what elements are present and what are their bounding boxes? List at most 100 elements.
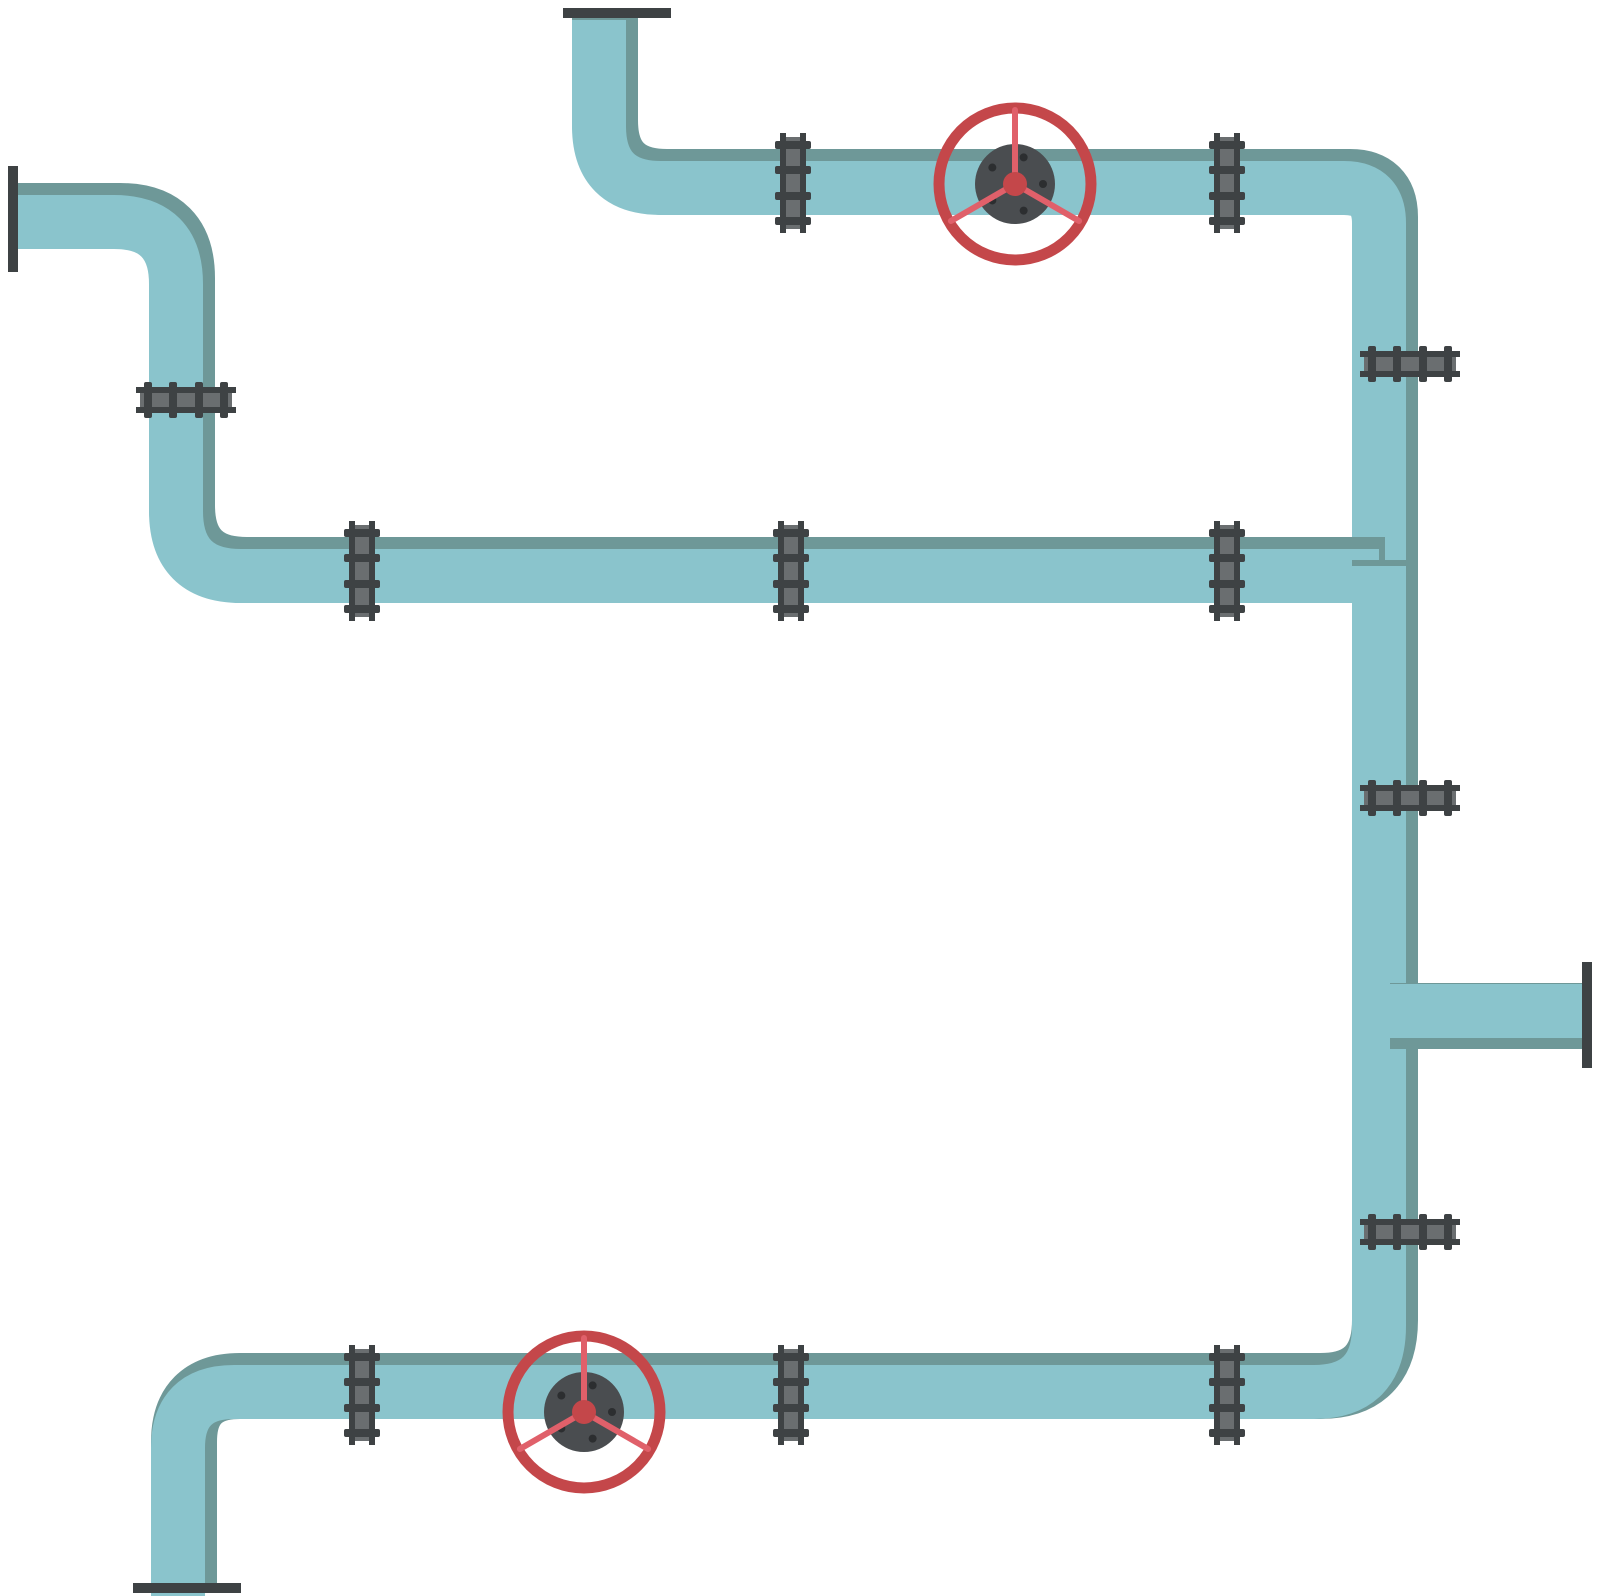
flange-plate — [1360, 1219, 1460, 1225]
flange-bolt — [1393, 1214, 1401, 1250]
flange-bolt — [1209, 1378, 1245, 1386]
flange-bolt — [220, 382, 228, 418]
valve-hub-bolt — [1039, 180, 1047, 188]
flange-bolt — [1209, 580, 1245, 588]
valve-hub-bolt — [988, 163, 997, 172]
flange-plate — [1234, 133, 1240, 233]
flange-bolt — [144, 382, 152, 418]
flange-joint — [1360, 1214, 1460, 1250]
flange-bolt — [773, 554, 809, 562]
flange-joint — [1360, 780, 1460, 816]
flange-bolt — [1209, 1429, 1245, 1437]
flange-plate — [136, 387, 236, 393]
flange-bolt — [1419, 780, 1427, 816]
valve-hub-bolt — [1019, 153, 1028, 162]
flange-joint — [775, 133, 811, 233]
flange-bolt — [1368, 1214, 1376, 1250]
flange-bolt — [775, 166, 811, 174]
flange-plate — [1234, 1345, 1240, 1445]
valve-hub-bolt — [588, 1434, 597, 1443]
flange-joint — [1209, 521, 1245, 621]
flange-bolt — [344, 529, 380, 537]
flange-joint — [1209, 1345, 1245, 1445]
flange-bolt — [775, 217, 811, 225]
flange-gasket — [140, 393, 232, 407]
flange-bolt — [1209, 166, 1245, 174]
flange-bolt — [1209, 141, 1245, 149]
flange-bolt — [1368, 346, 1376, 382]
end-cap-left — [8, 166, 18, 272]
flange-plate — [1234, 521, 1240, 621]
flange-bolt — [1209, 529, 1245, 537]
flange-bolt — [1209, 217, 1245, 225]
flange-bolt — [775, 192, 811, 200]
flange-gasket — [1364, 357, 1456, 371]
flange-bolt — [1209, 1404, 1245, 1412]
flange-plate — [1214, 521, 1220, 621]
flange-joint — [1209, 133, 1245, 233]
flange-plate — [800, 133, 806, 233]
flange-plate — [369, 521, 375, 621]
flange-gasket — [1220, 1349, 1234, 1441]
end-cap-bottom — [133, 1583, 241, 1593]
valve-hub-bolt — [608, 1408, 616, 1416]
flange-plate — [780, 133, 786, 233]
flange-plate — [1360, 785, 1460, 791]
flange-plate — [798, 521, 804, 621]
flange-bolt — [1419, 1214, 1427, 1250]
flange-bolt — [344, 1404, 380, 1412]
valve-spoke — [581, 1409, 652, 1452]
flange-plate — [136, 407, 236, 413]
flange-plate — [778, 521, 784, 621]
flange-bolt — [1419, 346, 1427, 382]
valve-bottom — [502, 1330, 666, 1494]
flange-plate — [1214, 133, 1220, 233]
valve-spoke — [1012, 181, 1083, 224]
flange-bolt — [344, 554, 380, 562]
flange-bolt — [1209, 192, 1245, 200]
flange-plate — [778, 1345, 784, 1445]
flange-bolt — [344, 1353, 380, 1361]
valve-hub-bolt — [588, 1381, 597, 1390]
flange-joint — [136, 382, 236, 418]
valve-spoke — [516, 1409, 587, 1452]
flange-bolt — [773, 1404, 809, 1412]
flange-bolt — [773, 580, 809, 588]
flange-bolt — [1368, 780, 1376, 816]
flange-plate — [1360, 371, 1460, 377]
flange-gasket — [355, 1349, 369, 1441]
flange-bolt — [344, 580, 380, 588]
pipe-main-return-body — [151, 566, 1406, 1596]
flange-plate — [369, 1345, 375, 1445]
flange-joint — [344, 1345, 380, 1445]
valve-hub-bolt — [1019, 206, 1028, 215]
flange-joint — [773, 1345, 809, 1445]
pipe-top-run — [572, 14, 1418, 566]
flange-bolt — [773, 1429, 809, 1437]
flange-plate — [1360, 1239, 1460, 1245]
flange-bolt — [1444, 1214, 1452, 1250]
flange-gasket — [1364, 1225, 1456, 1239]
flange-bolt — [1444, 780, 1452, 816]
flange-bolt — [344, 1429, 380, 1437]
flange-joint — [773, 521, 809, 621]
flange-bolt — [773, 1353, 809, 1361]
end-cap-top — [563, 8, 671, 18]
flange-gasket — [784, 1349, 798, 1441]
flange-plate — [798, 1345, 804, 1445]
flange-bolt — [1393, 346, 1401, 382]
flange-gasket — [786, 137, 800, 229]
flange-bolt — [773, 605, 809, 613]
flange-plate — [1360, 351, 1460, 357]
flange-plate — [349, 1345, 355, 1445]
flange-bolt — [195, 382, 203, 418]
flange-bolt — [1444, 346, 1452, 382]
flange-bolt — [773, 1378, 809, 1386]
flange-bolt — [1393, 780, 1401, 816]
valve-hub-bolt — [557, 1391, 566, 1400]
valve-layer — [502, 102, 1097, 1494]
end-cap-layer — [8, 8, 1592, 1593]
flange-gasket — [1220, 525, 1234, 617]
flange-bolt — [344, 1378, 380, 1386]
